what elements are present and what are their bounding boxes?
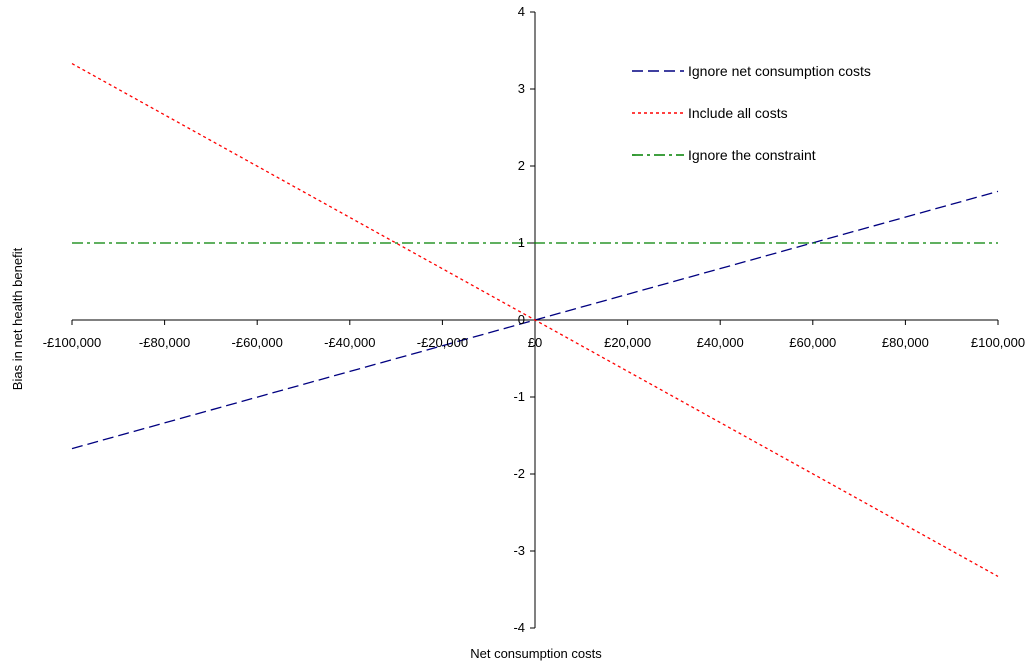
x-tick-label: -£80,000 [139, 335, 190, 350]
x-axis-title: Net consumption costs [470, 646, 602, 661]
x-tick-label: £100,000 [971, 335, 1025, 350]
series-line-2 [71, 63, 999, 577]
y-tick-label: -3 [513, 543, 525, 558]
y-tick-label: -1 [513, 389, 525, 404]
y-tick-label: 4 [518, 4, 525, 19]
x-tick-label: -£60,000 [232, 335, 283, 350]
x-tick-label: £60,000 [789, 335, 836, 350]
y-axis-title: Bias in net health benefit [10, 247, 25, 390]
y-tick-label: -2 [513, 466, 525, 481]
legend-label-2: Include all costs [688, 105, 788, 121]
legend-label-3: Ignore the constraint [688, 147, 816, 163]
y-tick-label: 0 [518, 312, 525, 327]
legend-label-1: Ignore net consumption costs [688, 63, 871, 79]
x-tick-label: £80,000 [882, 335, 929, 350]
y-tick-label: 2 [518, 158, 525, 173]
y-tick-label: 1 [518, 235, 525, 250]
tick-labels: -£100,000 -£80,000 -£60,000 -£40,000 -£20,00… [43, 4, 1025, 635]
x-tick-label: £40,000 [697, 335, 744, 350]
x-tick-label: -£100,000 [43, 335, 102, 350]
x-tick-label: £20,000 [604, 335, 651, 350]
y-tick-label: -4 [513, 620, 525, 635]
y-tick-label: 3 [518, 81, 525, 96]
series-lines [71, 63, 999, 577]
x-tick-label: £0 [528, 335, 542, 350]
x-tick-label: -£40,000 [324, 335, 375, 350]
legend: Ignore net consumption costs Include all … [632, 63, 871, 163]
x-tick-label: -£20,000 [417, 335, 468, 350]
